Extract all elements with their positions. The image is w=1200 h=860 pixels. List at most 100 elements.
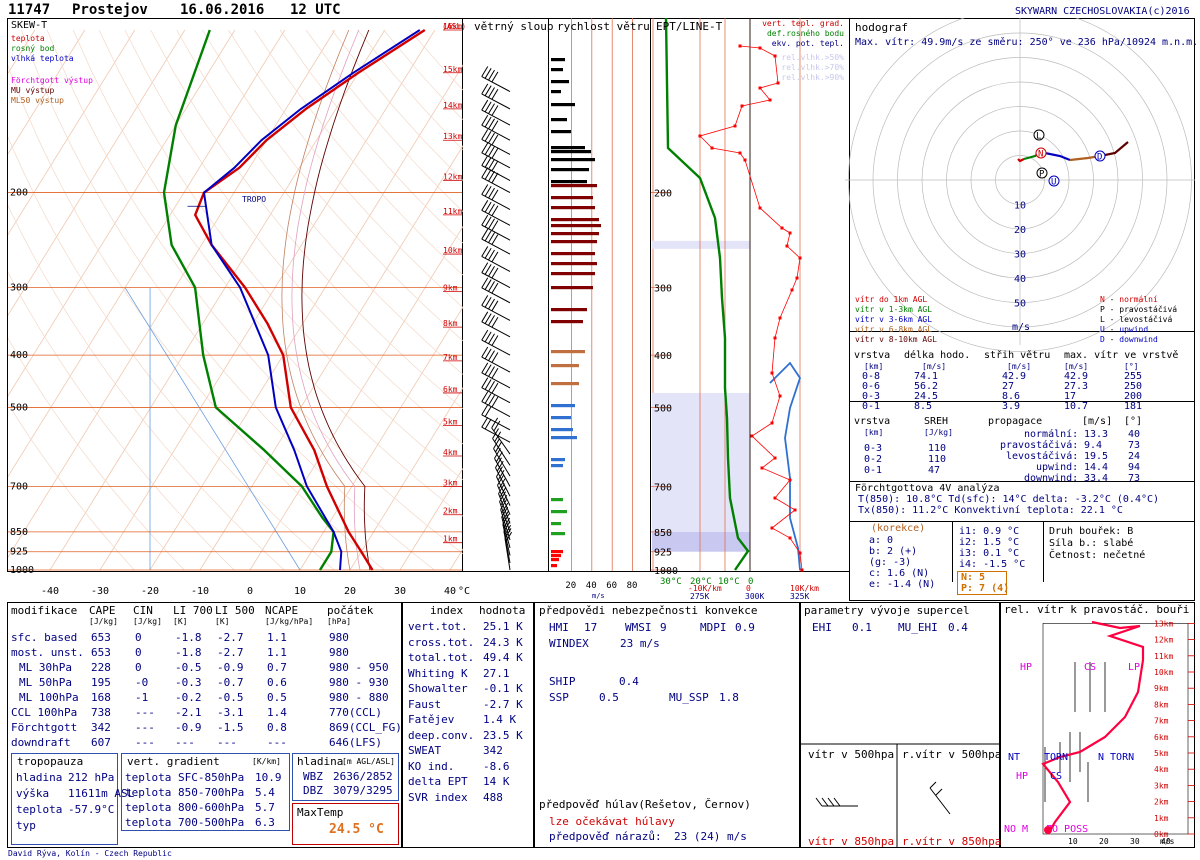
forchtgott-mid: i1: 0.9 °C i2: 1.5 °C i3: 0.1 °C i4: -1.… <box>959 526 1025 570</box>
speed-bar <box>551 350 585 354</box>
relwind-region-0: HP <box>1020 662 1032 673</box>
ept-top-tick-2: 10°C <box>718 577 740 587</box>
index-value: 1.4 K <box>483 713 517 726</box>
temp-tick-30: 30 <box>394 586 406 597</box>
muehi-label: MU_EHI <box>898 621 938 634</box>
index-label: Showalter <box>408 682 468 695</box>
tropo-label: typ <box>16 819 36 832</box>
tropo-value: 212 hPa <box>68 771 115 784</box>
relwind-ytick-0km: 0km <box>1154 830 1169 839</box>
pressure-tick-500: 500 <box>10 402 28 413</box>
index-label: SWEAT <box>408 744 442 757</box>
legend-rosny-bod: rosný bod <box>11 44 55 53</box>
gradient-label: teplota SFC-850hPa <box>125 771 245 784</box>
wind-barb <box>504 528 513 571</box>
param-cell: ML 100hPa <box>19 691 79 704</box>
index-value: 14 K <box>483 775 510 788</box>
speed-bar <box>551 320 583 324</box>
sounding-time: 12 UTC <box>290 2 341 18</box>
hodo-legend-4: vítr v 8-10km AGL <box>855 335 937 344</box>
wind-barb <box>481 83 511 110</box>
hodograph-maxwind: Max. vítr: 49.9m/s ze směru: 250° ve 236… <box>855 37 1199 48</box>
sreh-h2: propagace <box>988 416 1043 427</box>
relwind-region-7: CS <box>1050 771 1062 782</box>
shear-cell: 27 <box>1002 381 1015 392</box>
ept-top-tick-1: 20°C <box>690 577 712 587</box>
prop-speed: 14.4 <box>1084 462 1109 473</box>
sreh-h4: [°] <box>1124 416 1143 427</box>
height-label-9km: 9km <box>443 284 458 293</box>
hladina-value: 3079/3295 <box>333 784 393 797</box>
param-cell: ML 30hPa <box>19 661 72 674</box>
sounding-date: 16.06.2016 <box>180 2 265 18</box>
relwind-region-2: LP <box>1128 662 1140 673</box>
speed-bar <box>551 240 597 244</box>
param-cell: -1.8 <box>175 646 202 659</box>
speed-bar <box>551 522 561 526</box>
ept-pressure-tick-925: 925 <box>654 548 672 559</box>
param-cell: Förchtgott <box>11 721 78 734</box>
shear-cell: 3.9 <box>1002 401 1021 412</box>
relwind-xtick-10: 10 <box>1068 837 1078 846</box>
speed-bar <box>551 436 577 440</box>
index-value: -2.7 K <box>483 697 523 711</box>
param-cell: 980 <box>329 631 349 644</box>
relwind-xtick-40: 40 <box>1161 837 1171 846</box>
hmi-label: HMI <box>549 621 569 634</box>
station-id: 11747 <box>8 2 51 18</box>
forchtgott-line2: Tx(850): 11.2°C Konvektivní teplota: 22.… <box>858 505 1123 516</box>
index-label: KO ind. <box>408 759 455 773</box>
relwind-region-9: ZO POSS <box>1046 824 1088 835</box>
ship-value: 0.4 <box>619 675 639 688</box>
wind-barb <box>481 262 511 289</box>
prop-label: downwind: <box>1024 473 1079 484</box>
mussp-label: MU_SSP <box>669 691 709 704</box>
speed-bar <box>551 158 595 162</box>
ept-legend-rh90: rel.vlhk.>90% <box>781 73 844 82</box>
hodo-ring-10: 10 <box>1014 201 1026 212</box>
temp-tick--20: -20 <box>141 586 159 597</box>
prop-speed: 9.4 <box>1084 440 1103 451</box>
speed-bar <box>551 90 561 94</box>
wind-barb <box>481 311 511 338</box>
param-cell: --- <box>267 736 287 749</box>
height-label-8km: 8km <box>443 319 458 328</box>
wind-barb <box>503 521 512 563</box>
gradient-value: 5.4 <box>255 786 275 799</box>
shear-cell: 42.9 <box>1064 371 1089 382</box>
hodo-key-d-text: downwind <box>1119 335 1158 344</box>
legend-teplota: teplota <box>11 34 45 43</box>
hail-line2-value: 23 (24) m/s <box>674 830 747 843</box>
maxtemp-value: 24.5 °C <box>329 822 384 837</box>
relwind-panel <box>1000 602 1195 848</box>
hladina-title: hladina <box>297 755 344 768</box>
param-cell: -2.7 <box>217 631 244 644</box>
temp-tick-10: 10 <box>294 586 306 597</box>
fg-i2: i2: 1.5 °C <box>959 537 1020 548</box>
legend-vlhka-teplota: vlhká teplota <box>11 54 74 63</box>
sreh-h1: SREH <box>924 416 949 427</box>
index-label: deep.conv. <box>408 728 475 742</box>
wind-barb <box>481 228 511 255</box>
temp-tick--40: -40 <box>41 586 59 597</box>
forchtgott-line1: T(850): 10.8°C Td(sfc): 14°C delta: -3.2… <box>858 494 1160 505</box>
shear-cell: 0-8 <box>862 371 881 382</box>
forecast-panel <box>534 602 800 848</box>
mdpi-label: MDPI <box>700 621 727 634</box>
sreh-value: 47 <box>928 465 941 476</box>
speed-bar <box>551 68 563 72</box>
shear-u1: [m/s] <box>922 362 947 371</box>
wind-barb <box>481 184 511 210</box>
index-value: -8.6 <box>483 759 510 773</box>
ssp-value: 0.5 <box>599 691 619 704</box>
prop-label: levostáčivá: <box>1006 451 1079 462</box>
param-cell: 0.6 <box>267 676 287 689</box>
gradient-label: teplota 800-600hPa <box>125 801 245 814</box>
relwind-ytick-13km: 13km <box>1154 619 1173 628</box>
shear-cell: 181 <box>1124 401 1143 412</box>
hladina-label: WBZ <box>303 770 323 783</box>
relwind-profile <box>1041 620 1145 835</box>
speed-bar <box>551 146 585 150</box>
hodo-ring-40: 40 <box>1014 274 1026 285</box>
